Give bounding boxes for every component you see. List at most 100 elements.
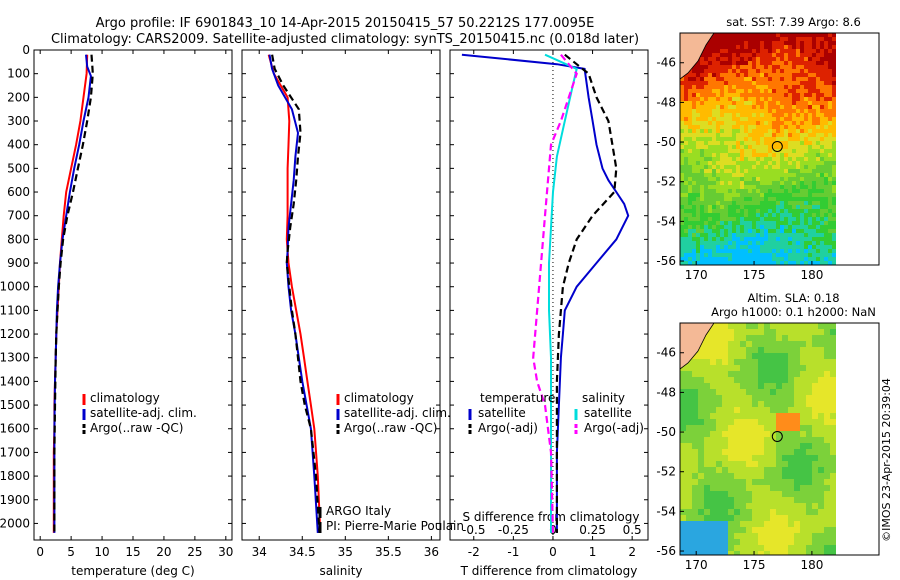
depth-tick-label: 1200 [0, 327, 30, 341]
salinity-diff-tick-label: -0.25 [498, 523, 529, 537]
map-sst-xtick-label: 180 [800, 268, 823, 282]
salinity-xlabel: salinity [319, 564, 362, 578]
depth-tick-label: 1800 [0, 469, 30, 483]
map-sst-ytick-label: -50 [656, 135, 676, 149]
map-sst-title: sat. SST: 7.39 Argo: 8.6 [726, 15, 861, 29]
difference-xlabel: T difference from climatology [460, 564, 638, 578]
temperature-legend-label: Argo(..raw -QC) [90, 421, 183, 435]
salinity-xtick-label: 35.5 [375, 545, 402, 559]
temperature-series-argo-raw-qc- [53, 54, 94, 533]
salinity-axes-frame [241, 49, 441, 541]
diff-legend-label: Argo(-adj) [478, 421, 538, 435]
map-sla-ytick-label: -54 [656, 504, 676, 518]
temperature-xtick-label: 25 [187, 545, 202, 559]
temperature-xtick-label: 10 [94, 545, 109, 559]
depth-tick-label: 800 [7, 232, 30, 246]
map-sla-ytick-label: -48 [656, 385, 676, 399]
map-sst-ytick-label: -54 [656, 214, 676, 228]
temperature-xtick-label: 15 [125, 545, 140, 559]
map-sla-xtick-label: 170 [685, 558, 708, 572]
depth-tick-label: 900 [7, 256, 30, 270]
depth-tick-label: 1500 [0, 398, 30, 412]
salinity-legend-label: Argo(..raw -QC) [344, 421, 437, 435]
depth-tick-label: 600 [7, 185, 30, 199]
diff-legend-label: satellite [584, 406, 632, 420]
map-sla-xtick-label: 180 [800, 558, 823, 572]
difference-axes-frame [449, 49, 649, 541]
map-sla-field [680, 323, 879, 555]
salinity-legend-label: satellite-adj. clim. [344, 406, 451, 420]
title-line2: Climatology: CARS2009. Satellite-adjuste… [51, 32, 639, 47]
map-sst-ytick-label: -48 [656, 95, 676, 109]
salinity-legend-label: climatology [344, 391, 414, 405]
copyright-timestamp: ©IMOS 23-Apr-2015 20:39:04 [880, 378, 893, 542]
temperature-xtick-label: 0 [36, 545, 44, 559]
difference-series-salinity-satellite [544, 53, 578, 533]
map-sla-frame [679, 322, 880, 556]
map-sla-title: Argo h1000: 0.1 h2000: NaN [711, 305, 876, 319]
difference-xtick-label: 2 [628, 545, 636, 559]
map-sla-ytick-label: -56 [656, 544, 676, 558]
depth-tick-label: 700 [7, 209, 30, 223]
map-sst-frame [679, 32, 880, 266]
depth-tick-label: 100 [7, 67, 30, 81]
depth-tick-label: 1900 [0, 493, 30, 507]
difference-series-salinity-argo-adj- [532, 53, 578, 533]
diff-legend-title-salinity: salinity [582, 391, 625, 405]
difference-series-temperature-satellite [461, 53, 630, 533]
salinity-diff-tick-label: -0.5 [462, 523, 485, 537]
temperature-xtick-label: 20 [156, 545, 171, 559]
temperature-xtick-label: 5 [67, 545, 75, 559]
diff-legend-label: satellite [478, 406, 526, 420]
depth-tick-label: 1300 [0, 351, 30, 365]
diff-legend-label: Argo(-adj) [584, 421, 644, 435]
depth-tick-label: 1000 [0, 280, 30, 294]
difference-xtick-label: 1 [589, 545, 597, 559]
salinity-panel: 34 34.5 35 35.5 36 salinity climatologysatelli… [241, 49, 464, 578]
depth-tick-label: 1700 [0, 445, 30, 459]
map-sst-ytick-label: -46 [656, 56, 676, 70]
title-line1: Argo profile: IF 6901843_10 14-Apr-2015 … [96, 16, 595, 31]
map-sst-xtick-label: 170 [685, 268, 708, 282]
map-sst-field [680, 33, 879, 265]
salinity-xtick-label: 34 [252, 545, 267, 559]
temperature-axes-frame [33, 49, 233, 541]
map-sst-xtick-label: 175 [743, 268, 766, 282]
depth-tick-label: 500 [7, 161, 30, 175]
depth-tick-label: 1600 [0, 422, 30, 436]
annotation-text: ARGO Italy [326, 504, 391, 518]
map-sla-title: Altim. SLA: 0.18 [747, 291, 839, 305]
difference-xtick-label: 0 [549, 545, 557, 559]
depth-tick-label: 1100 [0, 303, 30, 317]
map-sla-argo-marker [771, 430, 783, 442]
difference-xtick-label: -2 [468, 545, 480, 559]
salinity-diff-tick-label: 0.5 [623, 523, 642, 537]
depth-tick-label: 0 [22, 43, 30, 57]
map-sla-ytick-label: -46 [656, 346, 676, 360]
depth-tick-label: 400 [7, 138, 30, 152]
depth-tick-label: 2000 [0, 516, 30, 530]
map-sla-xtick-label: 175 [743, 558, 766, 572]
diff-legend-title-temperature: temperature [480, 391, 555, 405]
map-sst-ytick-label: -52 [656, 175, 676, 189]
map-sst-land [680, 33, 715, 80]
difference-series-temperature-argo-adj- [555, 53, 618, 533]
salinity-diff-tick-label: 0.25 [579, 523, 606, 537]
salinity-xtick-label: 34.5 [289, 545, 316, 559]
map-sst-argo-marker [771, 140, 783, 152]
map-sla-land [680, 323, 715, 370]
map-sst: sat. SST: 7.39 Argo: 8.6 170 175 180 -46 -48 -… [656, 15, 880, 282]
temperature-xtick-label: 30 [218, 545, 233, 559]
map-sla-ytick-label: -52 [656, 465, 676, 479]
depth-tick-label: 300 [7, 114, 30, 128]
map-sla-ytick-label: -50 [656, 425, 676, 439]
depth-tick-label: 200 [7, 90, 30, 104]
temperature-legend-label: satellite-adj. clim. [90, 406, 197, 420]
temperature-xlabel: temperature (deg C) [71, 564, 194, 578]
salinity-xtick-label: 36 [424, 545, 439, 559]
map-sst-ytick-label: -56 [656, 254, 676, 268]
difference-panel: -2 -1 0 1 2 T difference from climatology -0.5… [449, 49, 649, 578]
temperature-panel: 0 5 10 15 20 25 30 temperature (deg C) 0 100 200 30… [0, 43, 233, 578]
